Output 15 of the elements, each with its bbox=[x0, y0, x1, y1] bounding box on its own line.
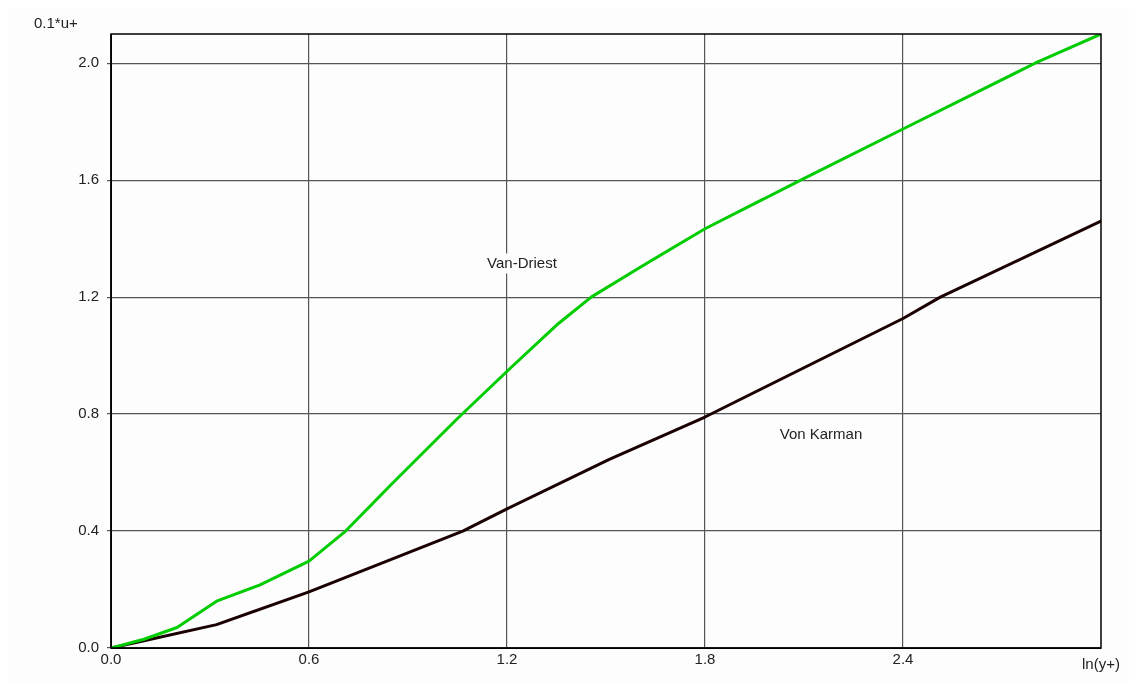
x-tick-label: 0.0 bbox=[100, 650, 122, 668]
y-tick-label: 1.2 bbox=[78, 287, 99, 305]
x-tick-label: 0.6 bbox=[298, 650, 320, 668]
y-axis-title: 0.1*u+ bbox=[34, 14, 79, 32]
text: Van-Driest bbox=[487, 253, 558, 271]
text: Von Karman bbox=[779, 425, 863, 443]
y-tick-label: 0.0 bbox=[78, 638, 99, 656]
y-tick-label: 2.0 bbox=[78, 53, 99, 71]
y-tick-label: 1.6 bbox=[78, 170, 99, 188]
y-tick-label: 0.8 bbox=[78, 404, 99, 422]
x-tick-label: 2.4 bbox=[892, 650, 914, 668]
x-axis-title: ln(y+) bbox=[1082, 654, 1120, 672]
y-tick-label: 0.4 bbox=[78, 521, 99, 539]
x-tick-label: 1.8 bbox=[694, 650, 716, 668]
x-tick-label: 1.2 bbox=[496, 650, 518, 668]
